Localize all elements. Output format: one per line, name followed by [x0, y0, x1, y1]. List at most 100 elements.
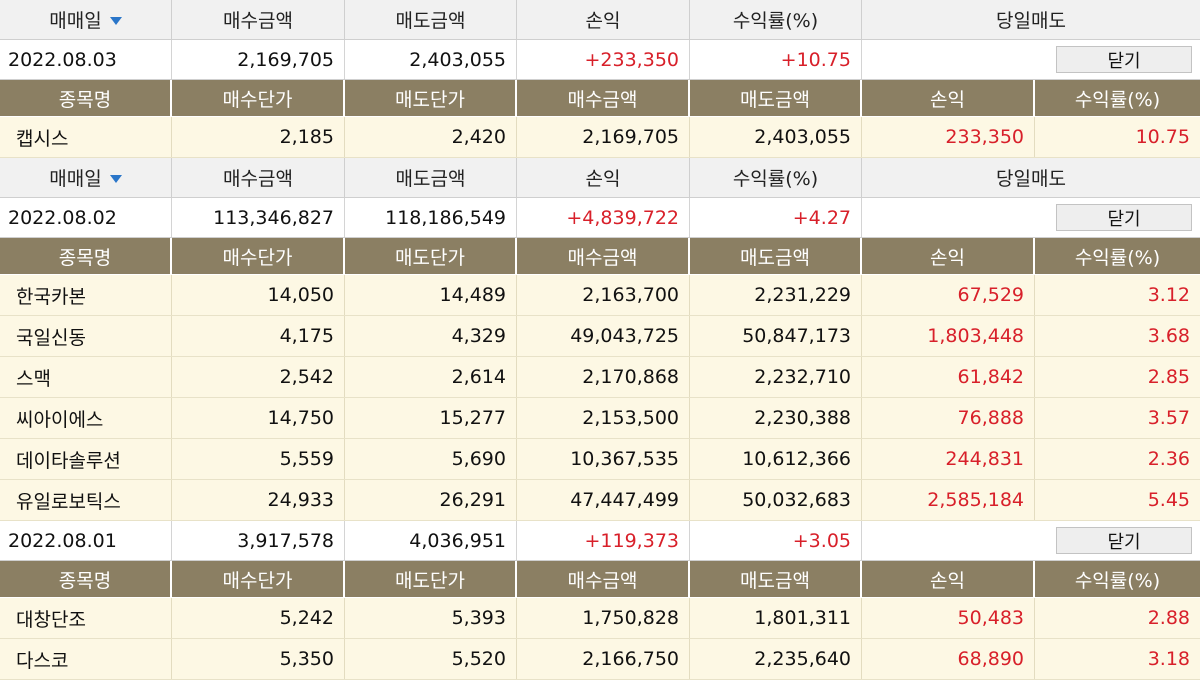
rate-header: 수익률(%): [1074, 88, 1161, 111]
profit: 67,529: [862, 275, 1035, 315]
same-day-sell-header: 당일매도: [996, 168, 1066, 190]
rate: 2.88: [1147, 607, 1190, 629]
trade-date-header[interactable]: 매매일: [0, 158, 172, 197]
buy-amount-header: 매수금액: [517, 238, 690, 274]
profit-header: 손익: [862, 561, 1035, 597]
trade-history-grid: 매매일 매수금액 매도금액 손익 수익률(%) 당일매도 2022.08.03 …: [0, 0, 1200, 680]
table-row[interactable]: 국일신동 4,175 4,329 49,043,725 50,847,173 1…: [0, 316, 1200, 357]
sell-price: 14,489: [345, 275, 517, 315]
sell-total-header: 매도금액: [345, 158, 517, 197]
stock-name: 캡시스: [0, 117, 172, 157]
sell-amount: 10,612,366: [690, 439, 862, 479]
same-day-sell-cell: 닫기: [862, 40, 1200, 79]
sell-total: 2,403,055: [345, 40, 517, 79]
stock-name: 유일로보틱스: [0, 480, 172, 520]
buy-price-header: 매수단가: [172, 561, 345, 597]
profit-header: 손익: [862, 238, 1035, 274]
buy-price: 5,350: [172, 639, 345, 679]
sell-price-header: 매도단가: [345, 238, 517, 274]
buy-price: 4,175: [172, 316, 345, 356]
table-row[interactable]: 유일로보틱스 24,933 26,291 47,447,499 50,032,6…: [0, 480, 1200, 521]
buy-amount-header: 매수금액: [517, 80, 690, 116]
sell-price: 2,614: [345, 357, 517, 397]
rate: 2.36: [1147, 448, 1190, 470]
summary-header: 매매일 매수금액 매도금액 손익 수익률(%) 당일매도: [0, 0, 1200, 40]
table-row[interactable]: 한국카본 14,050 14,489 2,163,700 2,231,229 6…: [0, 275, 1200, 316]
sell-price: 26,291: [345, 480, 517, 520]
profit: 50,483: [862, 598, 1035, 638]
trade-date: 2022.08.03: [0, 40, 172, 79]
buy-amount: 2,163,700: [517, 275, 690, 315]
buy-amount: 1,750,828: [517, 598, 690, 638]
sell-price-header: 매도단가: [345, 80, 517, 116]
sell-amount: 50,847,173: [690, 316, 862, 356]
day-summary-row[interactable]: 2022.08.02 113,346,827 118,186,549 +4,83…: [0, 198, 1200, 238]
buy-total: 2,169,705: [172, 40, 345, 79]
sell-amount: 2,403,055: [690, 117, 862, 157]
close-button[interactable]: 닫기: [1056, 204, 1192, 231]
buy-amount: 47,447,499: [517, 480, 690, 520]
sell-amount: 2,232,710: [690, 357, 862, 397]
table-row[interactable]: 대창단조 5,242 5,393 1,750,828 1,801,311 50,…: [0, 598, 1200, 639]
table-row[interactable]: 스맥 2,542 2,614 2,170,868 2,232,710 61,84…: [0, 357, 1200, 398]
stock-name: 씨아이에스: [0, 398, 172, 438]
sell-price: 5,393: [345, 598, 517, 638]
detail-header: 종목명 매수단가 매도단가 매수금액 매도금액 손익 수익률(%): [0, 238, 1200, 275]
table-row[interactable]: 씨아이에스 14,750 15,277 2,153,500 2,230,388 …: [0, 398, 1200, 439]
profit: 68,890: [862, 639, 1035, 679]
rate-header: 수익률(%): [1074, 246, 1161, 269]
sort-desc-icon[interactable]: [109, 174, 122, 183]
profit: +233,350: [517, 40, 690, 79]
buy-amount: 49,043,725: [517, 316, 690, 356]
sell-amount: 2,231,229: [690, 275, 862, 315]
profit-header: 손익: [862, 80, 1035, 116]
rate-header: 수익률(%): [1074, 569, 1161, 592]
profit: 1,803,448: [862, 316, 1035, 356]
sell-amount: 1,801,311: [690, 598, 862, 638]
day-summary-row[interactable]: 2022.08.03 2,169,705 2,403,055 +233,350 …: [0, 40, 1200, 80]
same-day-sell-header: 당일매도: [996, 10, 1066, 32]
sell-amount-header: 매도금액: [690, 238, 862, 274]
buy-price-header: 매수단가: [172, 238, 345, 274]
buy-total: 3,917,578: [172, 521, 345, 560]
sell-price: 15,277: [345, 398, 517, 438]
buy-amount: 2,170,868: [517, 357, 690, 397]
profit: 244,831: [862, 439, 1035, 479]
profit: +4,839,722: [517, 198, 690, 237]
sell-amount-header: 매도금액: [690, 80, 862, 116]
table-row[interactable]: 캡시스 2,185 2,420 2,169,705 2,403,055 233,…: [0, 117, 1200, 158]
rate: 3.12: [1147, 284, 1190, 306]
profit: 2,585,184: [862, 480, 1035, 520]
table-row[interactable]: 데이타솔루션 5,559 5,690 10,367,535 10,612,366…: [0, 439, 1200, 480]
sell-price: 5,690: [345, 439, 517, 479]
profit-header: 손익: [517, 158, 690, 197]
sell-amount: 2,230,388: [690, 398, 862, 438]
stock-name: 한국카본: [0, 275, 172, 315]
trade-date-header[interactable]: 매매일: [0, 0, 172, 39]
buy-amount: 10,367,535: [517, 439, 690, 479]
buy-price-header: 매수단가: [172, 80, 345, 116]
rate: 5.45: [1147, 489, 1190, 511]
close-button[interactable]: 닫기: [1056, 527, 1192, 554]
buy-total-header: 매수금액: [172, 158, 345, 197]
sort-desc-icon[interactable]: [109, 16, 122, 25]
day-summary-row[interactable]: 2022.08.01 3,917,578 4,036,951 +119,373 …: [0, 521, 1200, 561]
close-button[interactable]: 닫기: [1056, 46, 1192, 73]
detail-header: 종목명 매수단가 매도단가 매수금액 매도금액 손익 수익률(%): [0, 80, 1200, 117]
summary-header: 매매일 매수금액 매도금액 손익 수익률(%) 당일매도: [0, 158, 1200, 198]
table-row[interactable]: 다스코 5,350 5,520 2,166,750 2,235,640 68,8…: [0, 639, 1200, 680]
buy-price: 2,542: [172, 357, 345, 397]
rate: 3.18: [1147, 648, 1190, 670]
detail-header: 종목명 매수단가 매도단가 매수금액 매도금액 손익 수익률(%): [0, 561, 1200, 598]
same-day-sell-cell: 닫기: [862, 521, 1200, 560]
profit-header: 손익: [517, 0, 690, 39]
rate-header: 수익률(%): [690, 158, 862, 197]
buy-price: 24,933: [172, 480, 345, 520]
rate: +10.75: [690, 40, 862, 79]
buy-total-header: 매수금액: [172, 0, 345, 39]
buy-total: 113,346,827: [172, 198, 345, 237]
buy-amount: 2,153,500: [517, 398, 690, 438]
sell-amount: 50,032,683: [690, 480, 862, 520]
sell-price: 5,520: [345, 639, 517, 679]
sell-price-header: 매도단가: [345, 561, 517, 597]
